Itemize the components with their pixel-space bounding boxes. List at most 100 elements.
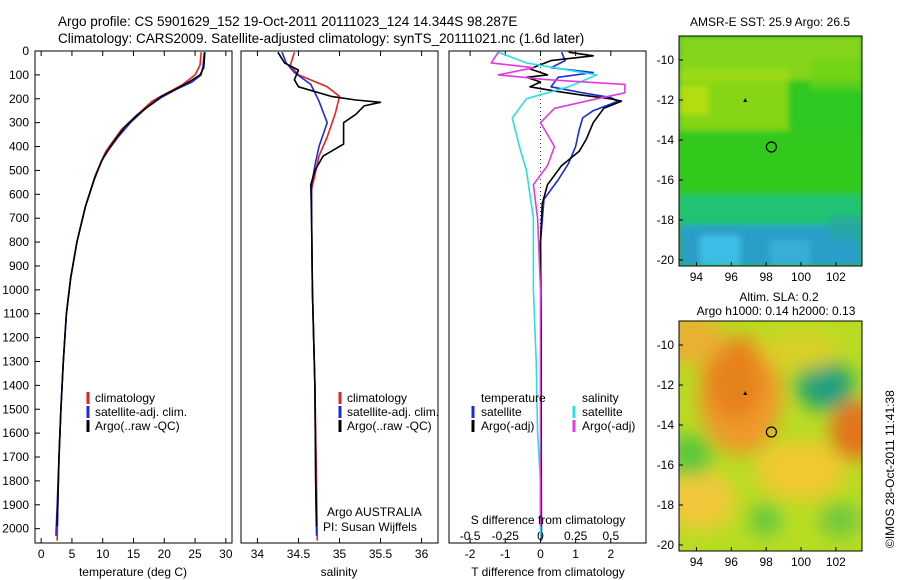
map-x-tick-label: 102 <box>826 270 846 284</box>
s-tick-label: -0.25 <box>492 529 520 543</box>
depth-tick-label: 300 <box>9 116 29 130</box>
x-tick-label: 35 <box>333 547 347 561</box>
map-y-tick-label: -18 <box>657 213 675 227</box>
argo-agency-label: Argo AUSTRALIA <box>327 505 422 519</box>
salinity-legend: climatology satellite-adj. clim. Argo(..… <box>338 391 439 433</box>
depth-tick-label: 400 <box>9 140 29 154</box>
sla-map-subtitle: Argo h1000: 0.14 h2000: 0.13 <box>697 304 856 318</box>
depth-tick-label: 1500 <box>2 402 29 416</box>
value-satellite-adj-clim--line <box>55 52 206 536</box>
map-y-tick-label: -18 <box>657 498 675 512</box>
salinity-series <box>277 51 382 541</box>
sst-map-ticks: 94 96 98 100 102 -10 -12 -14 -16 -18 -20 <box>657 53 847 284</box>
legend-salinity-heading: salinity <box>582 391 619 405</box>
x-tick-label: -1 <box>500 547 511 561</box>
legend-satellite-adj: satellite-adj. clim. <box>347 405 439 419</box>
track-marker <box>743 98 748 102</box>
x-tick-label: 25 <box>188 547 202 561</box>
temperature-panel: 0100200300400500600700800900100011001200… <box>2 44 233 579</box>
s-tick-label: 0.5 <box>602 529 619 543</box>
track-marker <box>743 391 748 395</box>
x-tick-label: 2 <box>607 547 614 561</box>
depth-tick-label: 1100 <box>3 307 29 321</box>
depth-tick-label: 500 <box>9 163 29 177</box>
depth-tick-label: 100 <box>9 68 29 82</box>
depth-tick-label: 1300 <box>2 354 29 368</box>
map-x-tick-label: 96 <box>725 270 739 284</box>
sst-field <box>679 36 862 266</box>
depth-tick-label: 600 <box>9 187 29 201</box>
map-y-tick-label: -14 <box>657 133 675 147</box>
map-y-tick-label: -20 <box>657 538 675 552</box>
argo-position-marker <box>765 141 777 153</box>
depth-tick-labels: 0 100 200 300 400 500 600 700 800 900 1000 1100 1200… <box>2 44 40 536</box>
map-x-tick-label: 98 <box>759 555 773 569</box>
x-tick-label: 34 <box>251 547 265 561</box>
value-satellite-line <box>539 51 619 541</box>
depth-tick-label: 1800 <box>2 474 29 488</box>
difference-axes <box>448 50 647 544</box>
s-tick-label: -0.5 <box>460 529 481 543</box>
salinity-axis-label: salinity <box>321 565 358 579</box>
map-x-tick-label: 94 <box>690 555 704 569</box>
salinity-satellite-line <box>498 51 598 536</box>
legend-climatology: climatology <box>347 391 407 405</box>
x-tick-label: 0 <box>537 547 544 561</box>
depth-tick-label: 900 <box>9 259 29 273</box>
depth-tick-label: 700 <box>9 211 29 225</box>
argo-position-marker <box>765 426 777 438</box>
sla-map-ticks: 94 96 98 100 102 -10 -12 -14 -16 -18 -20 <box>657 338 847 569</box>
legend-argo: Argo(..raw -QC) <box>347 419 432 433</box>
depth-tick-label: 1200 <box>2 331 29 345</box>
sst-map-axes <box>678 35 863 267</box>
s-tick-label: 0 <box>537 529 544 543</box>
depth-tick-label: 2000 <box>2 522 29 536</box>
difference-panel: -2 -1 0 1 2 -0.5 -0.25 0 0.25 0.5 T difference f… <box>448 50 647 579</box>
map-x-tick-label: 96 <box>725 555 739 569</box>
depth-tick-label: 1900 <box>2 498 29 512</box>
s-tick-label: 0.25 <box>564 529 588 543</box>
difference-series <box>490 51 626 541</box>
map-x-tick-label: 102 <box>826 555 846 569</box>
depth-tick-label: 1600 <box>2 426 29 440</box>
x-tick-label: 5 <box>69 547 76 561</box>
x-tick-label: 30 <box>219 547 233 561</box>
sst-argo-markers <box>743 98 777 153</box>
t-difference-axis-label: T difference from climatology <box>471 565 625 579</box>
legend-t-argo: Argo(-adj) <box>481 419 534 433</box>
temperature-legend: climatology satellite-adj. clim. Argo(..… <box>86 391 187 433</box>
map-x-tick-label: 100 <box>791 555 811 569</box>
sla-map-title: Altim. SLA: 0.2 <box>739 290 819 304</box>
x-tick-label: 15 <box>127 547 141 561</box>
map-y-tick-label: -20 <box>657 253 675 267</box>
map-y-tick-label: -14 <box>657 418 675 432</box>
s-difference-axis-label: S difference from climatology <box>471 513 626 527</box>
x-tick-label: 36 <box>415 547 429 561</box>
salinity-argo-adj--line <box>490 51 626 527</box>
depth-tick-label: 0 <box>22 44 29 58</box>
salinity-tick-labels: 34 34.5 35 35.5 36 <box>251 51 429 561</box>
x-tick-label: 20 <box>158 547 172 561</box>
salinity-panel: 34 34.5 35 35.5 36 salinity climatology sate… <box>240 50 439 579</box>
map-y-tick-label: -10 <box>657 53 675 67</box>
x-tick-label: 10 <box>96 547 110 561</box>
sla-map-panel: Altim. SLA: 0.2 Argo h1000: 0.14 h2000: … <box>657 290 863 569</box>
value-argo-adj--line <box>525 51 623 527</box>
depth-tick-label: 1400 <box>2 378 29 392</box>
map-y-tick-label: -16 <box>657 458 675 472</box>
temperature-series <box>55 52 206 541</box>
difference-legend: temperature satellite Argo(-adj) salinit… <box>471 391 635 433</box>
legend-t-satellite: satellite <box>481 405 522 419</box>
sla-argo-markers <box>743 391 777 438</box>
value-argo-raw-qc--line <box>277 51 382 527</box>
sla-field <box>679 321 862 551</box>
value-climatology-line <box>56 52 202 541</box>
map-y-tick-label: -16 <box>657 173 675 187</box>
depth-tick-label: 1700 <box>2 450 29 464</box>
x-tick-label: -2 <box>465 547 476 561</box>
s-difference-tick-labels: -0.5 -0.25 0 0.25 0.5 <box>460 529 620 543</box>
depth-tick-label: 800 <box>9 235 29 249</box>
temperature-axis-label: temperature (deg C) <box>79 565 187 579</box>
map-x-tick-label: 100 <box>791 270 811 284</box>
